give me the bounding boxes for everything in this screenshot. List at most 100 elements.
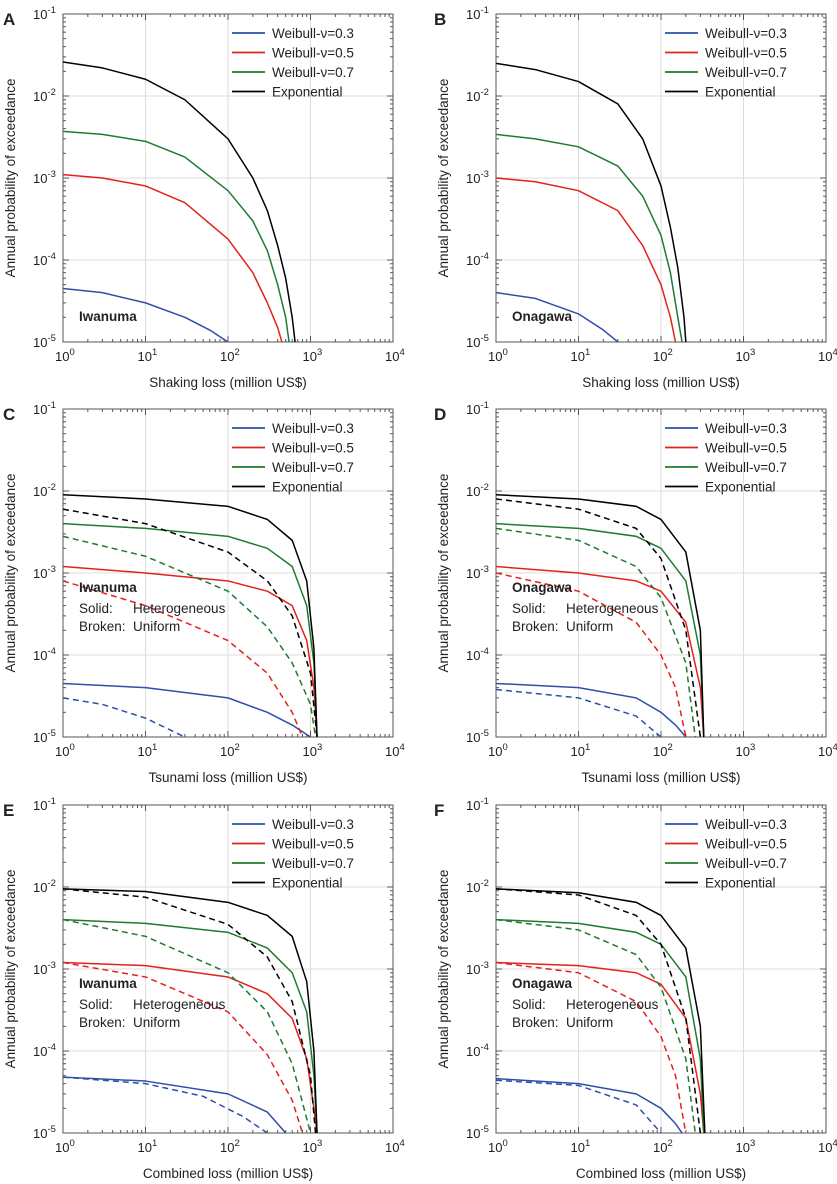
legend-entry-label: Exponential xyxy=(272,876,343,891)
site-label: Onagawa xyxy=(512,309,573,324)
y-tick-label: 10-2 xyxy=(33,482,56,499)
series-line-1 xyxy=(496,961,705,1133)
x-tick-label: 100 xyxy=(55,347,75,364)
x-tick-label-exp: 0 xyxy=(69,347,74,358)
note-value: Uniform xyxy=(566,1015,613,1030)
panel-label: B xyxy=(434,10,446,29)
series-line-1 xyxy=(496,177,677,342)
x-tick-label: 103 xyxy=(736,347,756,364)
note-label: Broken: xyxy=(79,1015,126,1030)
y-tick-label-base: 10 xyxy=(33,648,47,663)
x-tick-label-exp: 1 xyxy=(152,742,157,753)
y-tick-label-exp: -2 xyxy=(480,878,488,889)
x-axis-label: Combined loss (million US$) xyxy=(143,1166,313,1181)
legend-entry-label: Exponential xyxy=(705,876,776,891)
y-tick-label: 10-5 xyxy=(33,1124,56,1141)
x-tick-label-exp: 1 xyxy=(152,347,157,358)
series-line-3 xyxy=(496,62,687,342)
x-tick-label: 103 xyxy=(736,742,756,759)
y-tick-label-base: 10 xyxy=(466,1044,480,1059)
legend: Weibull-ν=0.3 Weibull-ν=0.5 Weibull-ν=0.7 E… xyxy=(232,817,354,891)
y-tick-label-exp: -1 xyxy=(480,796,488,807)
x-tick-label-exp: 3 xyxy=(750,347,755,358)
x-tick-label: 101 xyxy=(571,742,591,759)
series-line-uniform-5 xyxy=(496,961,687,1133)
grid xyxy=(63,14,393,342)
series-line-3 xyxy=(63,888,318,1133)
y-tick-label-exp: -5 xyxy=(480,1124,488,1135)
note-label: Solid: xyxy=(79,997,113,1012)
panel-label: C xyxy=(3,405,15,424)
y-tick-label-exp: -3 xyxy=(480,564,488,575)
grid xyxy=(63,805,393,1133)
x-tick-label: 100 xyxy=(488,742,508,759)
x-tick-label-base: 10 xyxy=(385,1140,399,1155)
y-tick-label-exp: -2 xyxy=(480,87,488,98)
x-tick-label-base: 10 xyxy=(138,1140,152,1155)
y-tick-label: 10-1 xyxy=(33,5,56,22)
series-group xyxy=(496,494,705,737)
x-tick-label-exp: 0 xyxy=(502,347,507,358)
y-tick-label: 10-3 xyxy=(33,169,56,186)
x-tick-label-exp: 1 xyxy=(152,1138,157,1149)
x-tick-label-exp: 0 xyxy=(502,742,507,753)
x-tick-label: 100 xyxy=(488,1138,508,1155)
x-tick-label-exp: 0 xyxy=(69,742,74,753)
y-tick-label-base: 10 xyxy=(33,253,47,268)
x-tick-label: 103 xyxy=(303,1138,323,1155)
y-tick-label-base: 10 xyxy=(466,730,480,745)
series-line-uniform-4 xyxy=(63,1076,268,1133)
y-axis-label: Annual probability of exceedance xyxy=(3,474,18,673)
x-tick-label-exp: 4 xyxy=(399,347,404,358)
x-tick-label: 103 xyxy=(303,742,323,759)
legend-entry-label: Weibull-ν=0.5 xyxy=(705,46,787,61)
y-axis-label: Annual probability of exceedance xyxy=(436,79,451,278)
x-tick-label: 104 xyxy=(818,1138,837,1155)
y-tick-label-base: 10 xyxy=(33,335,47,350)
y-tick-label-base: 10 xyxy=(33,566,47,581)
y-tick-label-exp: -1 xyxy=(47,400,55,411)
x-tick-label-exp: 2 xyxy=(667,742,672,753)
y-tick-label-base: 10 xyxy=(33,730,47,745)
legend-entry-label: Weibull-ν=0.7 xyxy=(705,65,787,80)
x-tick-label-base: 10 xyxy=(55,744,69,759)
x-tick-label-base: 10 xyxy=(818,1140,832,1155)
x-tick-label-base: 10 xyxy=(220,349,234,364)
y-tick-label-base: 10 xyxy=(33,171,47,186)
y-tick-label-base: 10 xyxy=(466,1126,480,1141)
x-tick-label: 104 xyxy=(385,1138,405,1155)
legend: Weibull-ν=0.3 Weibull-ν=0.5 Weibull-ν=0.7 E… xyxy=(665,421,787,495)
panel-label: A xyxy=(3,10,15,29)
y-tick-label-exp: -4 xyxy=(47,646,55,657)
y-tick-label: 10-2 xyxy=(466,482,489,499)
panel-label: D xyxy=(434,405,446,424)
y-tick-label: 10-5 xyxy=(466,728,489,745)
series-group xyxy=(63,61,296,342)
note-label: Solid: xyxy=(512,997,546,1012)
series-line-0 xyxy=(63,682,311,737)
site-label: Onagawa xyxy=(512,976,573,991)
legend-entry-label: Weibull-ν=0.7 xyxy=(272,65,354,80)
x-tick-label-base: 10 xyxy=(488,349,502,364)
series-line-0 xyxy=(496,682,687,737)
x-axis-label: Tsunami loss (million US$) xyxy=(148,770,307,785)
ticks xyxy=(495,14,826,343)
legend-entry-label: Exponential xyxy=(272,85,343,100)
y-tick-label-base: 10 xyxy=(466,335,480,350)
legend-entry-label: Weibull-ν=0.5 xyxy=(272,837,354,852)
note-value: Heterogeneous xyxy=(133,997,226,1012)
y-tick-label: 10-5 xyxy=(33,333,56,350)
x-tick-label: 100 xyxy=(488,347,508,364)
series-line-uniform-7 xyxy=(63,508,318,737)
x-tick-label: 103 xyxy=(303,347,323,364)
x-tick-label-base: 10 xyxy=(303,1140,317,1155)
legend-entry-label: Weibull-ν=0.5 xyxy=(272,441,354,456)
x-tick-label-base: 10 xyxy=(385,744,399,759)
legend: Weibull-ν=0.3 Weibull-ν=0.5 Weibull-ν=0.7 E… xyxy=(232,421,354,495)
y-tick-label-base: 10 xyxy=(33,798,47,813)
x-tick-label-base: 10 xyxy=(220,744,234,759)
series-line-uniform-7 xyxy=(63,888,317,1133)
legend-entry-label: Weibull-ν=0.3 xyxy=(272,421,354,436)
